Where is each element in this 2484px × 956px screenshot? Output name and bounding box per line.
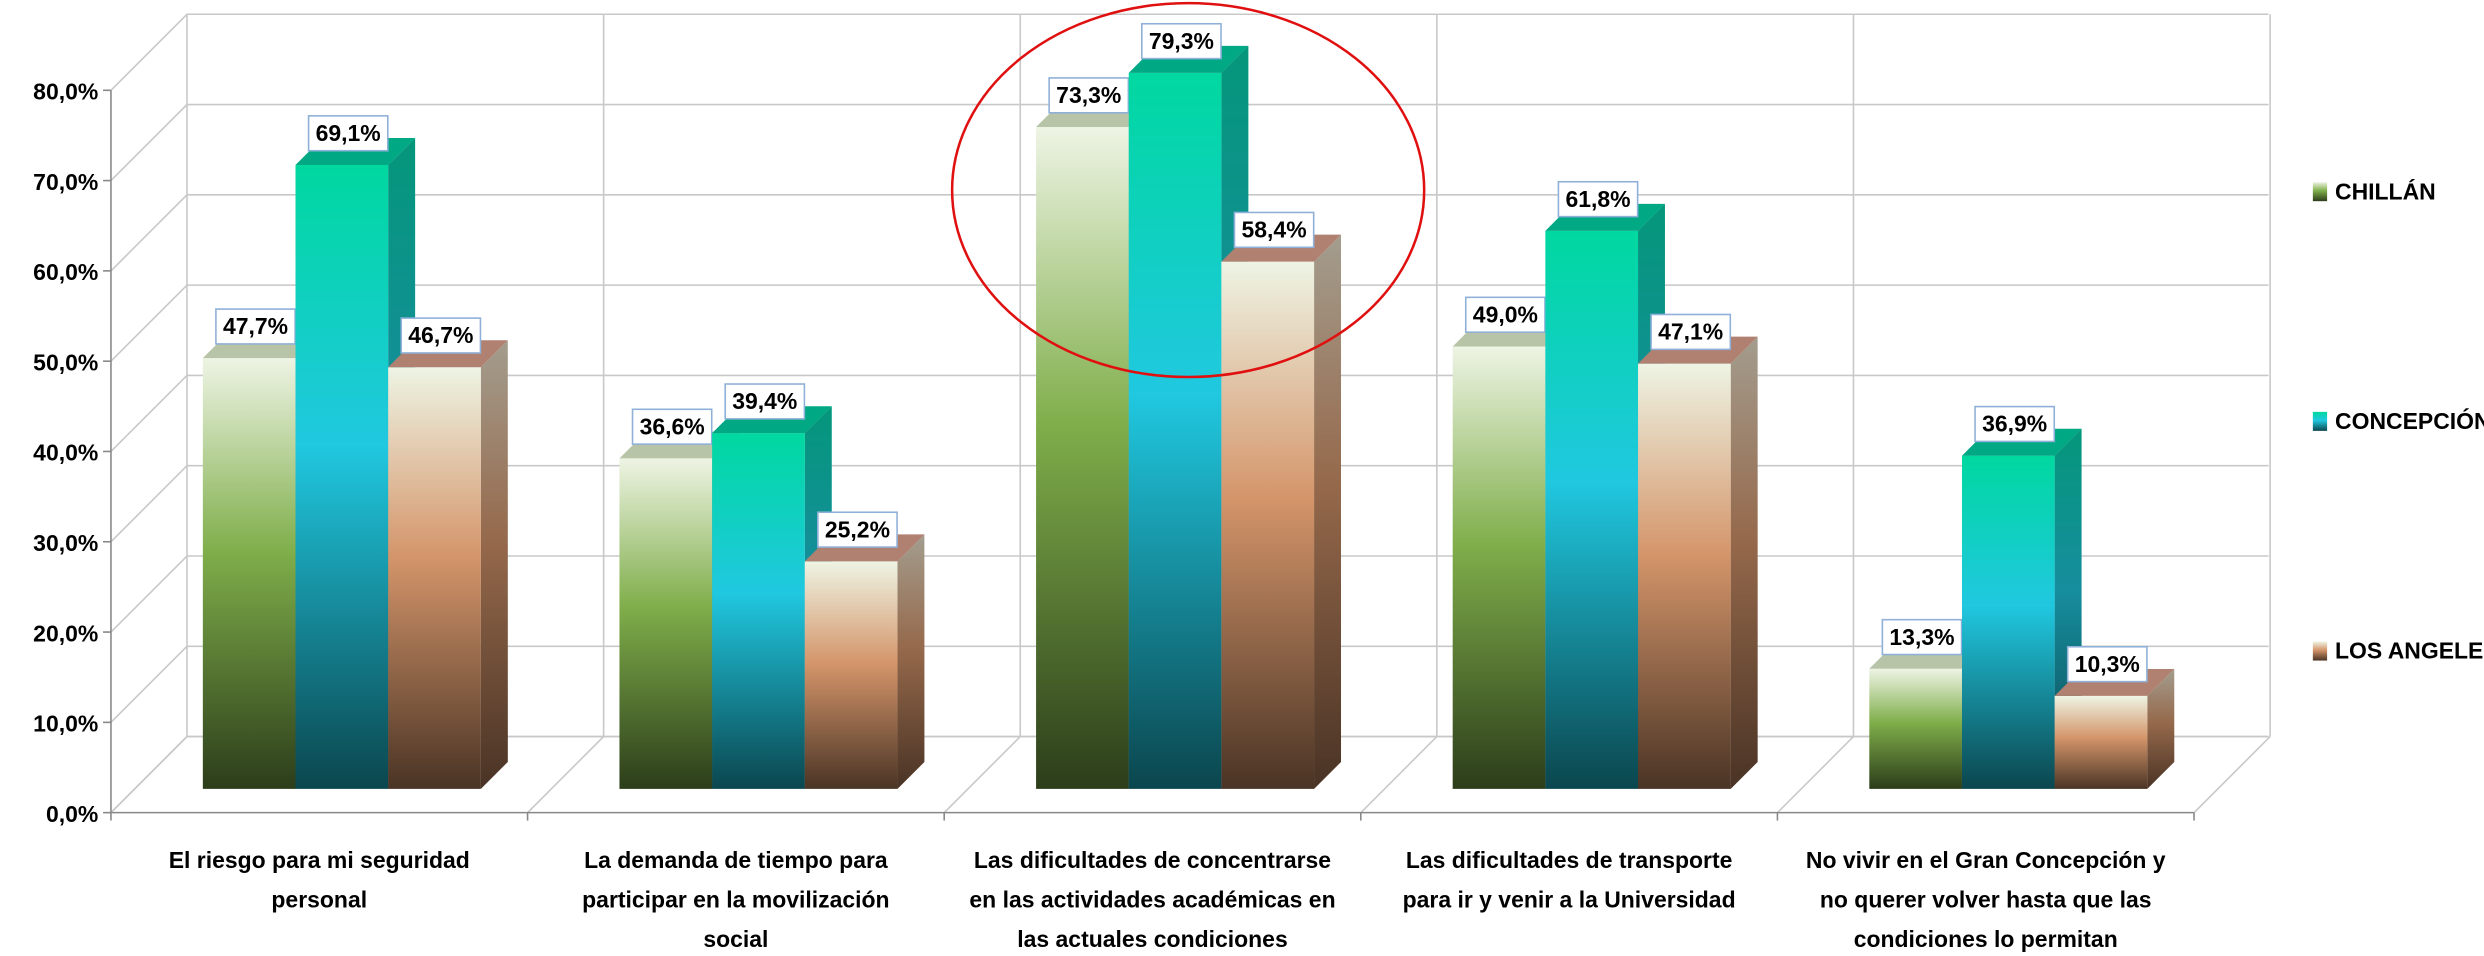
x-tick-label: No vivir en el Gran Concepción y	[1806, 847, 2166, 873]
bar-side-shade	[480, 340, 508, 789]
value-label: 36,6%	[640, 413, 705, 439]
bar	[1221, 234, 1342, 789]
value-label-box	[1141, 22, 1222, 60]
value-label-box	[1048, 77, 1130, 114]
x-tick-label: no querer volver hasta que las	[1820, 886, 2152, 912]
value-label-box	[631, 408, 713, 445]
legend-swatch	[2312, 182, 2328, 202]
bar-front	[202, 358, 296, 789]
bars: 47,7% 36,6% 73,3% 49,0% 13,3% 69,1% 39,4% 79,3%…	[202, 22, 2175, 789]
floor-line	[527, 736, 605, 814]
bar-side-shade	[1314, 234, 1342, 789]
floor-line	[2193, 736, 2271, 814]
value-label: 47,7%	[223, 313, 288, 339]
value-label-box	[1557, 180, 1639, 218]
value-label: 25,2%	[825, 516, 890, 542]
bar	[804, 534, 925, 789]
bar-front	[1545, 230, 1639, 789]
x-tick-label: condiciones lo permitan	[1854, 926, 2118, 952]
x-tick-label: para ir y venir a la Universidad	[1403, 886, 1736, 912]
floor-line	[1360, 736, 1438, 814]
legend-label: CHILLÁN	[2335, 178, 2436, 204]
x-tick-label: El riesgo para mi seguridad	[169, 847, 470, 873]
value-label: 58,4%	[1242, 217, 1307, 243]
bar-side-shade	[1730, 336, 1758, 789]
value-label-box	[1233, 211, 1315, 249]
bar-front	[1036, 127, 1129, 789]
value-label: 47,1%	[1658, 319, 1723, 345]
floor-line	[110, 736, 188, 814]
legend-swatch	[2312, 641, 2328, 661]
bar-side	[480, 340, 508, 789]
legend-label: CONCEPCIÓN	[2335, 408, 2484, 434]
legend-swatch	[2312, 411, 2328, 431]
y-tick-label: 20,0%	[33, 620, 98, 646]
bar-front	[1638, 363, 1731, 789]
bar-front	[1128, 72, 1222, 789]
floor-line	[1776, 736, 1855, 814]
value-label-box	[1650, 313, 1732, 351]
bar	[1638, 336, 1758, 789]
bar-side	[897, 534, 925, 789]
value-label: 49,0%	[1473, 301, 1538, 327]
highlight-ellipse	[950, 1, 1426, 379]
value-label-box	[400, 317, 482, 354]
bar	[2054, 668, 2175, 789]
value-label: 73,3%	[1056, 82, 1121, 108]
bar-front	[619, 458, 713, 789]
value-label: 39,4%	[732, 388, 797, 414]
x-tick-label: La demanda de tiempo para	[584, 847, 888, 873]
y-tick-label: 40,0%	[33, 440, 98, 466]
x-tick-label: Las dificultades de transporte	[1406, 847, 1733, 873]
value-label: 13,3%	[1889, 624, 1954, 650]
bar-front	[2054, 695, 2148, 789]
value-label: 69,1%	[316, 120, 381, 146]
value-label: 36,9%	[1982, 411, 2047, 437]
y-tick-label: 50,0%	[33, 349, 98, 375]
value-label-box	[1464, 296, 1546, 333]
y-tick-label: 0,0%	[46, 801, 98, 827]
value-label-box	[215, 308, 296, 345]
bar-front	[804, 561, 898, 789]
bar	[388, 340, 508, 789]
bar-front	[1452, 346, 1546, 789]
x-tick-label: social	[703, 926, 768, 952]
value-label: 10,3%	[2075, 651, 2140, 677]
value-label-box	[1974, 405, 2056, 443]
bar-front	[1961, 455, 2055, 789]
bar-side	[2147, 668, 2175, 789]
bar-front	[1869, 668, 1962, 789]
bar-front	[295, 164, 389, 789]
value-label: 79,3%	[1149, 28, 1214, 54]
value-label-box	[307, 115, 389, 152]
x-tick-label: Las dificultades de concentrarse	[974, 847, 1331, 873]
value-label-box	[1881, 618, 1963, 656]
bar-side-shade	[897, 534, 925, 789]
floor-line	[943, 736, 1021, 814]
bar-side-shade	[2147, 668, 2175, 789]
y-tick-label: 70,0%	[33, 169, 98, 195]
x-tick-label: en las actividades académicas en	[969, 886, 1335, 912]
bar-side	[1730, 336, 1758, 789]
bar-front	[1221, 261, 1315, 789]
y-tick-label: 60,0%	[33, 259, 98, 285]
value-label-box	[2066, 645, 2148, 683]
x-tick-label: las actuales condiciones	[1017, 926, 1287, 952]
x-tick-label: participar en la movilización	[582, 886, 889, 912]
y-tick-label: 80,0%	[33, 79, 98, 105]
y-tick-label: 10,0%	[33, 711, 98, 737]
value-label: 61,8%	[1565, 186, 1630, 212]
bar-front	[388, 367, 481, 789]
legend-label: LOS ANGELES	[2335, 638, 2484, 664]
bar-side	[1314, 234, 1342, 789]
bar-front	[712, 433, 805, 789]
x-tick-label: personal	[271, 886, 367, 912]
value-label: 46,7%	[408, 322, 473, 348]
y-tick-label: 30,0%	[33, 530, 98, 556]
value-label-box	[817, 511, 898, 548]
value-label-box	[724, 383, 806, 420]
